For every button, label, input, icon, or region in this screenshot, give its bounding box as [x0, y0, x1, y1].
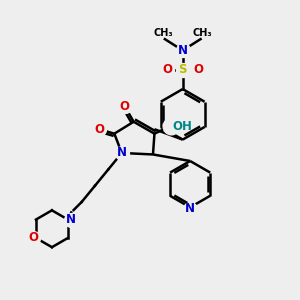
Text: O: O	[193, 63, 203, 76]
Text: O: O	[120, 100, 130, 113]
Text: O: O	[28, 232, 38, 244]
Text: O: O	[162, 63, 172, 76]
Text: N: N	[66, 213, 76, 226]
Text: N: N	[178, 44, 188, 57]
Text: N: N	[185, 202, 195, 215]
Text: CH₃: CH₃	[154, 28, 173, 38]
Text: CH₃: CH₃	[192, 28, 212, 38]
Text: O: O	[94, 123, 104, 136]
Text: OH: OH	[172, 120, 192, 133]
Text: S: S	[178, 63, 187, 76]
Text: N: N	[117, 146, 127, 160]
